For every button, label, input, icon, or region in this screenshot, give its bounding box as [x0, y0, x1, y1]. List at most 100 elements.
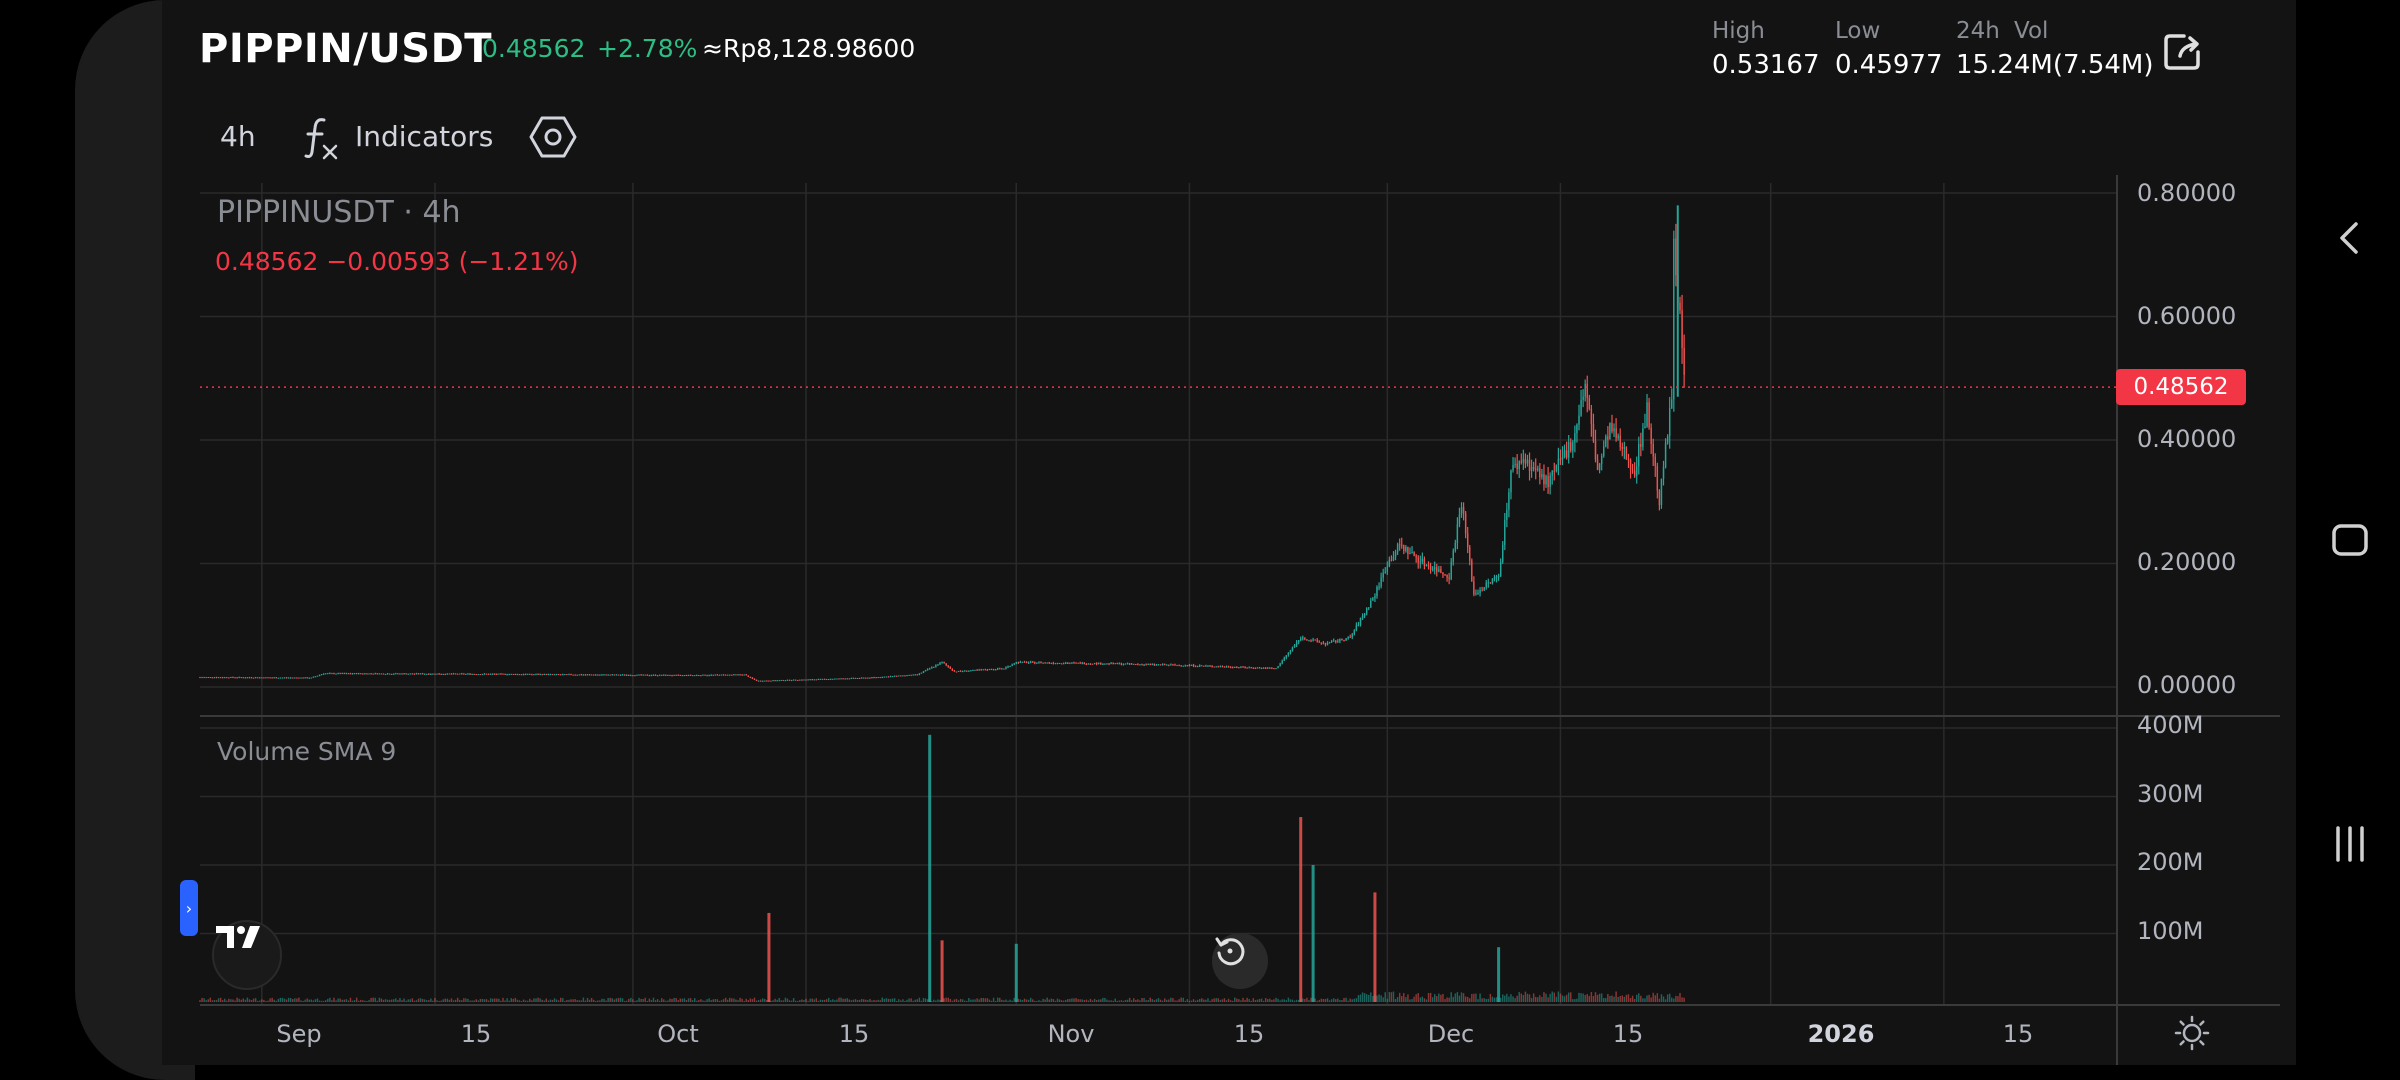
volume-bar: [945, 997, 947, 1002]
candle-body: [1491, 579, 1494, 584]
volume-bar: [553, 998, 556, 1002]
low-label: Low: [1835, 18, 1881, 44]
tradingview-logo[interactable]: [212, 920, 282, 990]
candle-body: [423, 673, 426, 675]
candle-body: [1027, 662, 1030, 664]
candle-body: [487, 673, 490, 675]
candle-body: [477, 674, 479, 676]
chart-area[interactable]: PIPPINUSDT · 4h 0.48562 −0.00593 (−1.21%…: [162, 175, 2296, 1065]
drawing-panel-toggle[interactable]: ›: [180, 880, 198, 936]
candle-body: [1565, 450, 1568, 458]
volume-bar: [1390, 992, 1393, 1002]
candle-body: [1256, 667, 1259, 669]
volume-bar: [821, 999, 824, 1002]
volume-bar: [1345, 997, 1347, 1002]
volume-bar: [217, 998, 220, 1002]
volume-bar: [236, 997, 238, 1002]
pair-title[interactable]: PIPPIN/USDT: [199, 26, 493, 72]
candle-body: [642, 674, 644, 676]
candle-body: [496, 673, 498, 675]
candle-body: [803, 679, 805, 681]
volume-bar: [506, 998, 508, 1002]
volume-bar: [916, 999, 919, 1002]
price-chart[interactable]: [162, 175, 2296, 1065]
settings-icon[interactable]: [528, 114, 578, 160]
fx-icon[interactable]: [302, 114, 342, 160]
volume-bar: [1520, 993, 1523, 1002]
volume-bar: [1640, 995, 1642, 1002]
volume-bar: [533, 998, 535, 1002]
candle-body: [576, 674, 578, 676]
volume-bar: [368, 999, 370, 1002]
candle-body: [966, 670, 968, 672]
candle-body: [996, 668, 999, 670]
volume-bar: [1368, 994, 1370, 1002]
volume-bar: [615, 998, 618, 1002]
candle-body: [1153, 664, 1156, 666]
volume-bar: [1504, 995, 1506, 1002]
volume-bar: [403, 998, 405, 1002]
volume-bar: [780, 1000, 783, 1002]
candle-body: [450, 673, 453, 675]
candle-body: [1561, 457, 1564, 460]
candle-body: [1545, 475, 1547, 485]
candle-body: [735, 674, 737, 676]
candle-body: [1514, 463, 1516, 466]
volume-bar: [1260, 998, 1263, 1002]
volume-bar: [362, 1000, 364, 1002]
volume-bar: [572, 999, 574, 1002]
volume-bar: [1557, 991, 1560, 1002]
back-icon[interactable]: [2328, 216, 2372, 260]
candle-body: [636, 674, 638, 676]
sun-icon[interactable]: [2174, 1015, 2210, 1051]
volume-bar: [1339, 1000, 1341, 1002]
candle-body: [924, 670, 927, 672]
high-label: High: [1712, 18, 1765, 44]
indicators-button[interactable]: Indicators: [355, 120, 494, 153]
interval-selector[interactable]: 4h: [220, 120, 256, 153]
volume-bar: [1464, 996, 1467, 1002]
volume-bar: [1281, 999, 1283, 1002]
volume-bar: [1567, 992, 1570, 1002]
volume-bar: [961, 999, 964, 1002]
volume-bar: [578, 1000, 580, 1002]
candle-body: [860, 677, 863, 679]
home-icon[interactable]: [2328, 518, 2372, 562]
volume-bar: [250, 1000, 253, 1002]
candle-body: [1625, 447, 1628, 460]
candle-body: [856, 678, 859, 680]
volume-bar: [298, 997, 300, 1002]
candle-body: [720, 674, 723, 676]
system-navbar: [2296, 0, 2400, 1080]
volume-bar: [1403, 993, 1405, 1002]
volume-bar: [1605, 998, 1607, 1002]
volume-bar: [840, 997, 842, 1002]
candle-body: [357, 673, 360, 675]
volume-bar: [675, 998, 677, 1002]
candle-body: [972, 669, 974, 671]
volume-bar: [1584, 995, 1586, 1002]
volume-bar: [529, 998, 531, 1002]
candle-body: [289, 677, 292, 679]
volume-bar: [316, 998, 319, 1002]
candle-body: [784, 680, 787, 682]
volume-bar: [355, 997, 358, 1002]
volume-bar: [683, 998, 686, 1002]
recents-icon[interactable]: [2328, 822, 2372, 866]
candle-body: [590, 674, 593, 676]
volume-bar: [1448, 997, 1450, 1002]
candle-body: [910, 674, 912, 676]
volume-bar: [1318, 999, 1321, 1002]
vol-label: Vol: [2014, 18, 2049, 44]
volume-bar: [238, 998, 240, 1002]
volume-bar: [1629, 997, 1632, 1002]
chart-legend-title: PIPPINUSDT · 4h: [217, 195, 461, 230]
volume-bar: [642, 998, 644, 1002]
candle-body: [739, 674, 741, 676]
volume-bar: [224, 998, 226, 1002]
candle-body: [1534, 468, 1537, 470]
candle-body: [766, 680, 768, 682]
volume-bar: [1431, 997, 1434, 1002]
reset-chart-icon[interactable]: [1212, 933, 1268, 989]
share-icon[interactable]: [2160, 30, 2204, 74]
